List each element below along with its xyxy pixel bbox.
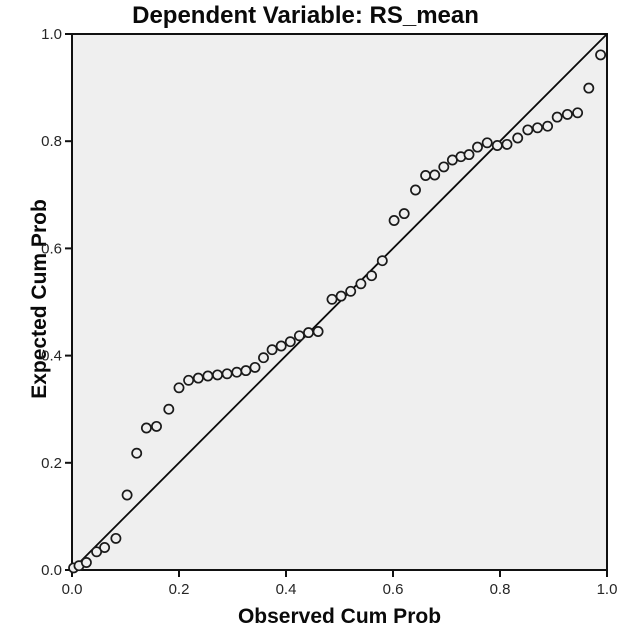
- y-tick-label: 0.8: [41, 133, 62, 150]
- data-point: [398, 208, 410, 220]
- data-point: [532, 122, 543, 134]
- data-point: [221, 368, 233, 380]
- data-point: [472, 141, 483, 153]
- data-point: [438, 161, 450, 173]
- data-point: [173, 382, 185, 394]
- data-point: [463, 149, 475, 161]
- data-point: [284, 336, 296, 348]
- data-point: [388, 215, 400, 226]
- x-tick-label: 1.0: [597, 581, 618, 598]
- data-point: [231, 366, 243, 378]
- data-point: [335, 290, 347, 302]
- data-point: [212, 369, 223, 381]
- data-point: [192, 372, 204, 384]
- data-point: [240, 365, 252, 377]
- data-point: [551, 111, 563, 123]
- data-point: [501, 138, 513, 150]
- data-point: [266, 344, 278, 356]
- data-point: [140, 422, 152, 434]
- data-point: [410, 184, 421, 196]
- data-point: [293, 330, 305, 342]
- data-point: [345, 285, 357, 297]
- data-point: [275, 340, 287, 352]
- data-point: [376, 255, 388, 267]
- x-axis-label: Observed Cum Prob: [237, 605, 442, 628]
- data-point: [312, 326, 324, 337]
- data-point: [99, 542, 111, 553]
- data-point: [583, 82, 595, 94]
- data-point: [151, 420, 162, 432]
- data-point: [481, 137, 493, 149]
- data-point: [561, 108, 573, 120]
- y-tick-label: 0.2: [41, 455, 62, 472]
- y-tick-labels: 0.0 0.2 0.4 0.6 0.8 1.0: [41, 26, 62, 579]
- data-point: [121, 489, 133, 501]
- x-tick-label: 0.4: [276, 581, 297, 598]
- data-point: [163, 403, 175, 415]
- data-point: [131, 447, 143, 459]
- x-tick-label: 0.6: [383, 581, 404, 598]
- data-point: [326, 293, 338, 305]
- data-point: [429, 169, 441, 181]
- data-point: [420, 170, 432, 181]
- data-point: [595, 49, 607, 61]
- reference-line: [71, 33, 608, 571]
- data-point: [491, 140, 503, 151]
- scatter-points: [68, 49, 607, 574]
- data-point: [183, 374, 195, 386]
- data-point: [91, 546, 103, 558]
- y-tick-label: 0.6: [41, 240, 62, 257]
- x-tick-label: 0.8: [490, 581, 511, 598]
- y-tick-label: 0.0: [41, 562, 62, 579]
- x-tick-label: 0.2: [169, 581, 190, 598]
- data-point: [542, 120, 554, 132]
- y-tick-label: 0.4: [41, 348, 62, 365]
- data-point: [202, 370, 214, 382]
- x-tick-label: 0.0: [62, 581, 83, 598]
- data-point: [572, 107, 584, 119]
- data-point: [80, 557, 92, 568]
- y-tick-label: 1.0: [41, 26, 62, 43]
- x-tick-labels: 0.0 0.2 0.4 0.6 0.8 1.0: [62, 581, 618, 598]
- data-point: [512, 132, 524, 144]
- data-point: [522, 124, 534, 136]
- data-point: [249, 361, 261, 373]
- data-point: [258, 352, 269, 364]
- data-point: [110, 532, 122, 544]
- data-point: [303, 327, 314, 339]
- data-point: [355, 278, 367, 290]
- chart-title: Dependent Variable: RS_mean: [132, 2, 479, 29]
- data-point: [366, 270, 378, 282]
